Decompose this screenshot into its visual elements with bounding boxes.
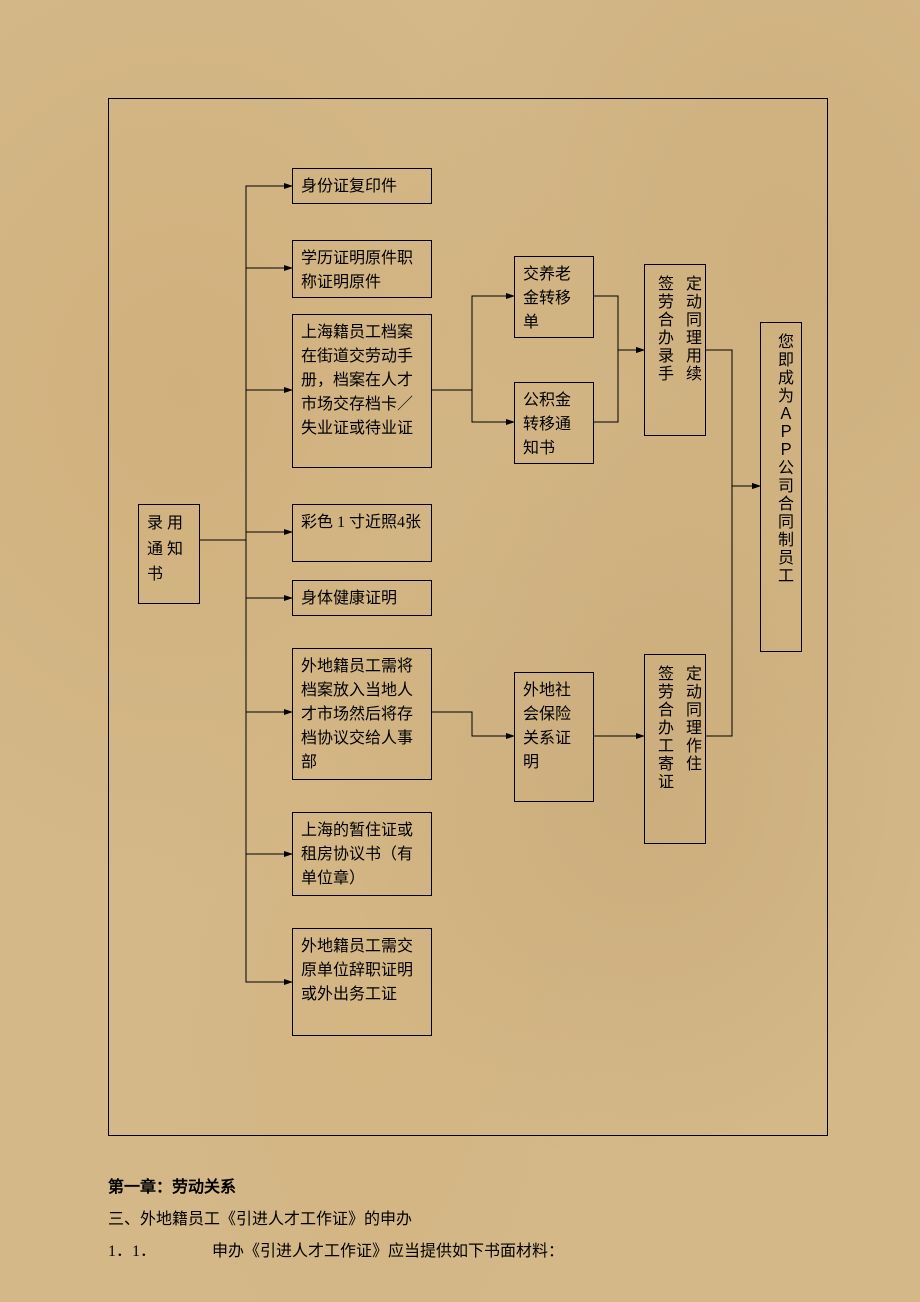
footer-line2: 1．1． 申办《引进人才工作证》应当提供如下书面材料： <box>108 1236 564 1268</box>
node-d1-col1: 签劳合办录手 <box>649 275 677 425</box>
node-c2: 公积金转移通知书 <box>514 382 594 464</box>
node-b2-text: 学历证明原件职称证明原件 <box>301 250 413 291</box>
node-b6-text: 外地籍员工需将档案放入当地人才市场然后将存档协议交给人事部 <box>301 658 413 771</box>
footer-title: 第一章：劳动关系 <box>108 1172 564 1204</box>
node-b8-text: 外地籍员工需交原单位辞职证明或外出务工证 <box>301 938 413 1003</box>
node-b6: 外地籍员工需将档案放入当地人才市场然后将存档协议交给人事部 <box>292 648 432 780</box>
node-b1-text: 身份证复印件 <box>301 178 397 195</box>
node-c1-text: 交养老金转移单 <box>523 266 571 331</box>
node-c1: 交养老金转移单 <box>514 256 594 338</box>
node-b8: 外地籍员工需交原单位辞职证明或外出务工证 <box>292 928 432 1036</box>
node-b5-text: 身体健康证明 <box>301 590 397 607</box>
node-start: 录 用通 知书 <box>138 504 200 604</box>
node-d2: 签劳合办工寄证 定动同理作住 <box>644 654 706 844</box>
footer-line1: 三、外地籍员工《引进人才工作证》的申办 <box>108 1204 564 1236</box>
footer-text: 第一章：劳动关系 三、外地籍员工《引进人才工作证》的申办 1．1． 申办《引进人… <box>108 1172 564 1268</box>
node-d1-col2: 定动同理用续 <box>677 275 705 425</box>
node-b5: 身体健康证明 <box>292 580 432 616</box>
node-b3: 上海籍员工档案在街道交劳动手册，档案在人才市场交存档卡／失业证或待业证 <box>292 314 432 468</box>
node-d2-col1: 签劳合办工寄证 <box>649 665 677 833</box>
node-c3-text: 外地社会保险关系证明 <box>523 682 571 771</box>
node-end: 您即成为ＡＰＰ公司合同制员工 <box>760 322 802 652</box>
node-c3: 外地社会保险关系证明 <box>514 672 594 802</box>
node-d2-col2: 定动同理作住 <box>677 665 705 833</box>
node-end-text: 您即成为ＡＰＰ公司合同制员工 <box>775 333 792 585</box>
node-start-text: 录 用通 知书 <box>147 515 183 583</box>
node-b7: 上海的暂住证或租房协议书（有单位章） <box>292 812 432 896</box>
flowchart-outer-frame <box>108 98 828 1136</box>
node-b7-text: 上海的暂住证或租房协议书（有单位章） <box>301 822 413 887</box>
node-d1: 签劳合办录手 定动同理用续 <box>644 264 706 436</box>
node-b3-text: 上海籍员工档案在街道交劳动手册，档案在人才市场交存档卡／失业证或待业证 <box>301 324 413 437</box>
node-b1: 身份证复印件 <box>292 168 432 204</box>
node-b4-text: 彩色 1 寸近照4张 <box>301 514 421 531</box>
node-c2-text: 公积金转移通知书 <box>523 392 571 457</box>
node-b4: 彩色 1 寸近照4张 <box>292 504 432 562</box>
node-b2: 学历证明原件职称证明原件 <box>292 240 432 298</box>
